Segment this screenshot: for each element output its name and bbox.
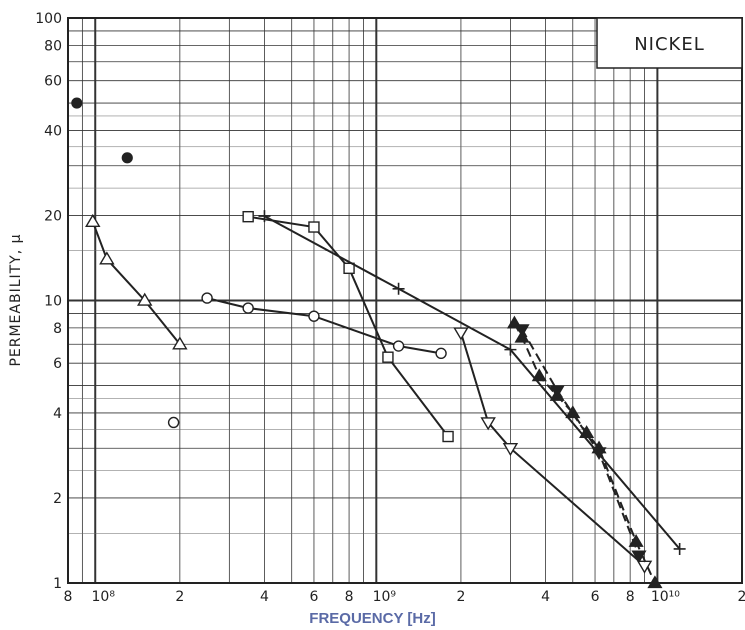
y-tick-label: 20 — [44, 208, 62, 224]
data-point — [453, 327, 469, 341]
title-box-frame — [596, 17, 743, 69]
data-point — [308, 310, 320, 322]
x-tick-label: 2 — [456, 589, 465, 605]
data-series — [506, 315, 663, 589]
series-line — [206, 297, 442, 355]
data-point — [631, 550, 647, 564]
y-tick-label: 60 — [44, 74, 62, 90]
series-line — [264, 215, 681, 550]
series-line — [513, 322, 656, 584]
data-point — [442, 430, 454, 443]
data-point — [647, 575, 663, 589]
data-point — [382, 351, 394, 363]
series-layer — [71, 97, 686, 589]
data-point — [565, 405, 581, 419]
data-point — [71, 97, 83, 109]
series-line — [91, 221, 181, 345]
y-tick-label: 8 — [53, 321, 62, 337]
data-point — [258, 210, 271, 223]
y-tick-label: 80 — [44, 38, 62, 54]
data-point — [504, 343, 517, 356]
data-point — [121, 152, 133, 164]
data-point — [514, 324, 530, 338]
data-point — [591, 447, 607, 461]
data-point — [435, 347, 447, 360]
data-point — [549, 385, 565, 399]
data-series — [514, 324, 647, 564]
x-tick-label: 10¹⁰ — [651, 589, 680, 605]
y-tick-label: 10 — [44, 294, 62, 310]
data-point — [242, 210, 254, 223]
data-point — [85, 213, 101, 228]
tick-labels: 8 10⁸ 2 4 6 8 10⁹ 2 4 6 8 10¹⁰ 2 1 2 4 6 8 10 20 40 60 80 100 — [35, 11, 745, 605]
title-box: NICKEL — [596, 17, 743, 69]
data-series — [201, 292, 447, 360]
y-tick-label: 40 — [44, 123, 62, 139]
x-tick-label: 6 — [591, 589, 600, 605]
data-point — [392, 340, 405, 352]
y-tick-label: 6 — [53, 356, 62, 372]
data-point — [502, 442, 519, 457]
data-series — [167, 416, 180, 429]
data-point — [167, 416, 180, 429]
data-point — [673, 542, 686, 555]
series-line — [521, 328, 640, 556]
data-point — [172, 336, 188, 350]
plot-frame — [67, 17, 743, 584]
data-point — [201, 292, 213, 304]
series-line — [459, 332, 646, 567]
data-point — [628, 534, 644, 547]
data-series — [71, 97, 133, 164]
data-point — [392, 282, 405, 295]
data-series — [453, 327, 653, 574]
y-axis-title: PERMEABILITY, μ — [8, 233, 24, 366]
y-tick-label: 100 — [35, 11, 62, 27]
x-axis-title: FREQUENCY [Hz] — [309, 610, 436, 627]
x-tick-label: 2 — [175, 589, 184, 605]
x-tick-label: 8 — [64, 589, 73, 605]
x-tick-label: 8 — [626, 589, 635, 605]
data-point — [579, 425, 595, 439]
data-point — [242, 302, 254, 314]
data-point — [137, 292, 153, 306]
chart-title: NICKEL — [634, 34, 705, 55]
data-point — [99, 251, 115, 265]
x-tick-label: 6 — [309, 589, 318, 605]
y-tick-label: 2 — [53, 491, 62, 507]
x-tick-label: 10⁹ — [373, 589, 397, 605]
x-tick-label: 4 — [541, 589, 550, 605]
series-line — [248, 215, 449, 438]
y-tick-label: 4 — [53, 406, 62, 422]
y-tick-label: 1 — [53, 576, 62, 592]
data-point — [480, 417, 496, 431]
data-series — [85, 213, 188, 350]
x-tick-label: 8 — [345, 589, 354, 605]
grid-lines — [67, 17, 743, 584]
x-tick-label: 4 — [260, 589, 269, 605]
x-tick-label: 10⁸ — [92, 589, 116, 605]
data-series — [242, 210, 454, 443]
x-tick-label: 2 — [738, 589, 745, 605]
data-point — [343, 262, 355, 275]
data-point — [531, 368, 547, 382]
data-point — [308, 221, 320, 233]
